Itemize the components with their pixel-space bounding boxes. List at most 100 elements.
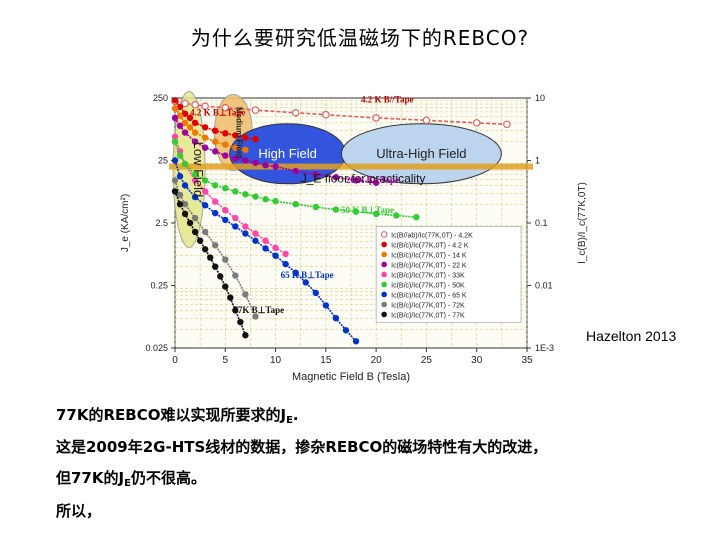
data-point <box>332 206 340 213</box>
data-point <box>201 246 209 253</box>
data-point <box>232 214 239 222</box>
y-tick-label-left: 0.25 <box>150 281 168 291</box>
data-point <box>272 244 279 252</box>
data-point <box>191 119 199 127</box>
data-point <box>222 141 229 148</box>
data-point <box>242 223 249 230</box>
data-point <box>176 191 184 199</box>
data-point <box>212 148 219 155</box>
data-point <box>207 254 214 261</box>
data-point <box>312 203 319 211</box>
data-point <box>201 124 209 131</box>
floor-label: J_E floor for practicality <box>301 172 426 186</box>
data-point <box>191 138 199 145</box>
legend-marker <box>381 251 387 258</box>
body-line-2: 这是2009年2G-HTS线材的数据，掺杂REBCO的磁场特性有大的改进， <box>56 438 548 456</box>
data-point <box>232 155 239 162</box>
y-tick-label-right: 0.01 <box>535 281 553 291</box>
data-point <box>252 230 259 237</box>
x-tick-label: 15 <box>320 355 332 366</box>
data-point <box>212 198 219 205</box>
x-tick-label: 20 <box>371 355 383 366</box>
data-point <box>171 105 179 112</box>
legend: Ic(B//ab)/Ic(77K,0T) - 4.2K Ic(B/c)/Ic(77… <box>375 226 522 323</box>
annotation-20k: 20 K B⊥Tape <box>346 175 399 185</box>
legend-marker <box>381 281 387 288</box>
data-point <box>322 302 330 309</box>
data-point <box>227 294 234 301</box>
data-point <box>186 124 194 131</box>
data-point <box>222 152 229 159</box>
data-point <box>232 188 239 195</box>
data-point <box>252 159 259 166</box>
data-point <box>242 291 249 298</box>
data-point <box>201 144 209 151</box>
data-point <box>222 130 229 137</box>
data-point <box>191 171 199 178</box>
body-line-4: 所以， <box>56 502 102 520</box>
data-point <box>171 133 179 140</box>
data-point <box>212 242 219 249</box>
data-point <box>372 114 380 122</box>
data-point <box>186 114 194 122</box>
data-point <box>332 174 340 181</box>
data-point <box>191 214 199 222</box>
data-point <box>282 250 289 258</box>
data-point <box>503 120 511 129</box>
data-point <box>222 207 229 214</box>
data-point <box>181 99 189 108</box>
data-point <box>181 182 189 189</box>
data-point <box>176 112 184 119</box>
data-point <box>413 213 420 221</box>
data-point <box>212 209 219 217</box>
body-line-3: 但77K的JE仍不很高。 <box>56 469 206 489</box>
data-point <box>191 193 199 201</box>
data-point <box>242 332 249 339</box>
x-axis-label: Magnetic Field B (Tesla) <box>292 371 410 383</box>
y-tick-label-left: 2.5 <box>155 218 168 228</box>
data-point <box>171 138 179 145</box>
data-point <box>272 197 279 205</box>
data-point <box>171 97 179 104</box>
legend-marker <box>381 301 387 308</box>
data-point <box>176 122 184 129</box>
legend-label: Ic(B/c)/Ic(77K,0T) - 14 K <box>391 252 467 259</box>
x-axis: 0 5 10 15 20 25 30 35 Magnetic Field B (Tesla) <box>172 348 533 383</box>
data-point <box>262 237 269 244</box>
data-point <box>181 210 189 218</box>
body-line-1: 77K的REBCO难以实现所要求的JE. <box>56 406 299 426</box>
x-tick-label: 0 <box>172 355 178 366</box>
region-label-medium: Medium Field <box>234 107 243 158</box>
y-tick-label-left: 250 <box>153 93 168 103</box>
data-point <box>272 163 279 170</box>
chart-svg: Low Field Medium Field High Field Ultra-Hig… <box>120 90 588 383</box>
legend-label: Ic(B/c)/Ic(77K,0T) - 50K <box>391 282 465 289</box>
data-point <box>222 256 229 263</box>
data-point <box>171 188 179 195</box>
legend-label: Ic(B/c)/Ic(77K,0T) - 77K <box>391 312 465 319</box>
annotation-50k: 50 K B⊥Tape <box>341 205 394 215</box>
data-point <box>232 307 239 314</box>
x-tick-label: 10 <box>270 355 282 366</box>
data-point <box>282 260 289 268</box>
data-point <box>292 200 299 208</box>
data-point <box>176 200 184 208</box>
data-point <box>332 314 340 322</box>
legend-label: Ic(B/c)/Ic(77K,0T) - 22 K <box>391 262 467 269</box>
data-point <box>472 119 481 127</box>
data-point <box>222 283 229 290</box>
y-tick-label-right: 0.1 <box>535 218 548 228</box>
y-axis-left: 250 25 2.5 0.25 0.025 J_e (KA/cm²) <box>120 93 175 353</box>
y-axis-right: 10 1 0.1 0.01 1E-3 I_c(B)/I_c(77K,0T) <box>527 93 588 353</box>
data-point <box>352 338 360 345</box>
data-point <box>292 167 299 175</box>
data-point <box>171 114 179 122</box>
x-tick-label: 5 <box>223 355 229 366</box>
data-point <box>272 252 279 259</box>
data-point <box>312 171 319 178</box>
data-point <box>212 182 219 189</box>
data-point <box>232 272 239 279</box>
data-point <box>242 191 249 198</box>
data-point <box>262 162 269 169</box>
legend-label: Ic(B/c)/Ic(77K,0T) - 65 K <box>391 292 467 299</box>
